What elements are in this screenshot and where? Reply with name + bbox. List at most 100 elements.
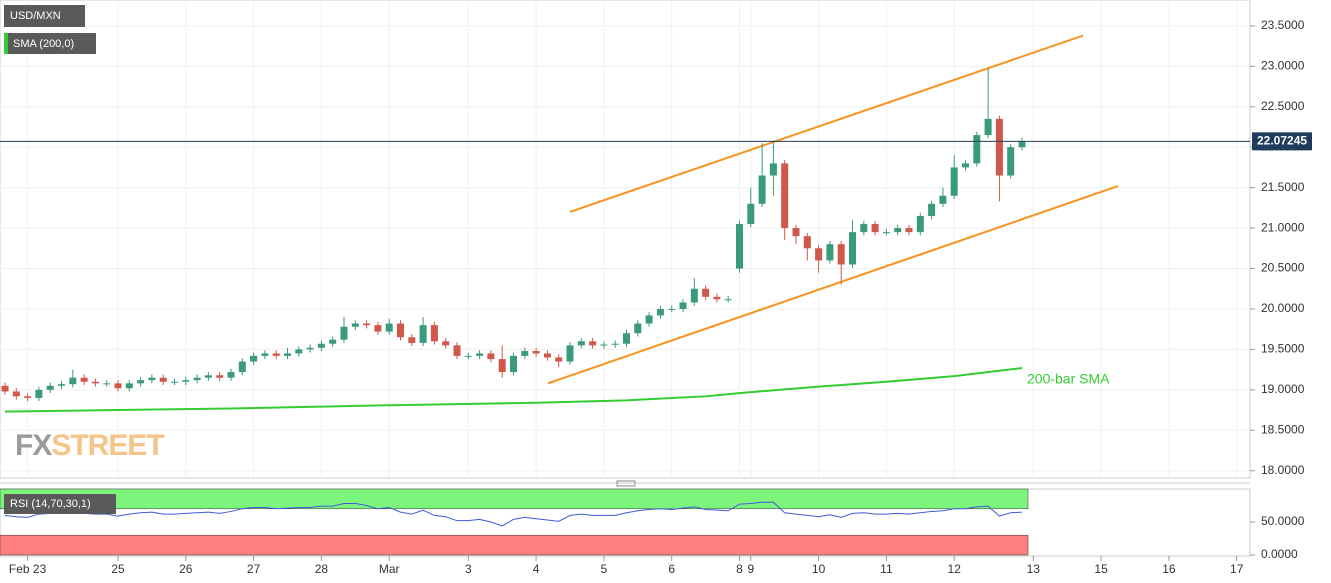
candle-body: [340, 326, 348, 340]
candle-body: [577, 341, 585, 346]
y-tick-label: 23.0000: [1261, 58, 1305, 72]
candle-body: [250, 355, 258, 362]
indicator-swatch: [4, 33, 8, 54]
candle-body: [487, 353, 495, 360]
candle-body: [24, 396, 32, 398]
candle-body: [837, 244, 845, 265]
candle-body: [408, 337, 416, 343]
x-tick-label: 17: [1230, 562, 1244, 576]
candle-body: [91, 381, 99, 384]
x-tick-label: Feb 23: [9, 562, 47, 576]
candle-body: [476, 353, 484, 356]
y-tick-label: 23.5000: [1261, 18, 1305, 32]
candle-body: [510, 355, 517, 373]
candle-body: [600, 344, 608, 346]
x-tick-label: 25: [111, 562, 125, 576]
x-tick-label: 5: [601, 562, 608, 576]
symbol-box: [4, 5, 85, 27]
candle-body: [860, 224, 868, 233]
candle-body: [871, 224, 879, 233]
candle-body: [464, 355, 472, 357]
candle-body: [916, 215, 924, 233]
candle-body: [385, 323, 393, 332]
candle-body: [137, 380, 145, 384]
candle-body: [182, 380, 190, 382]
x-tick-label: 12: [948, 562, 962, 576]
candle-body: [939, 195, 947, 204]
watermark-part: FX: [15, 429, 52, 462]
watermark-part: STREET: [51, 429, 164, 462]
x-tick-label: 16: [1162, 562, 1176, 576]
candle-body: [442, 341, 450, 346]
y-tick-label: 20.5000: [1261, 261, 1305, 275]
candle-body: [532, 351, 540, 354]
x-tick-label: 4: [533, 562, 540, 576]
candle-body: [656, 308, 664, 316]
candle-body: [792, 228, 800, 237]
candle-body: [374, 325, 382, 332]
candle-body: [272, 353, 280, 356]
watermark: FXSTREET: [15, 429, 164, 462]
candle-body: [781, 163, 789, 229]
candle-body: [227, 372, 235, 378]
rsi-label-box: [4, 494, 116, 514]
trend-line: [547, 185, 1119, 385]
x-tick-label: 13: [1027, 562, 1041, 576]
x-tick-label: 6: [668, 562, 675, 576]
candle-body: [453, 345, 461, 356]
x-tick-label: 10: [812, 562, 826, 576]
candle-body: [419, 325, 427, 343]
candle-body: [103, 383, 111, 385]
resize-handle[interactable]: [616, 480, 636, 487]
x-tick-label: 26: [179, 562, 193, 576]
y-tick-label: 19.5000: [1261, 342, 1305, 356]
y-tick-label: 0.0000: [1261, 547, 1298, 561]
x-tick-label: 28: [315, 562, 329, 576]
y-tick-label: 21.0000: [1261, 220, 1305, 234]
candle-body: [950, 167, 958, 196]
candle-body: [702, 288, 710, 297]
candle-body: [984, 118, 992, 136]
candle-body: [1, 385, 9, 392]
candle-body: [724, 299, 732, 301]
candle-body: [216, 375, 224, 378]
candle-body: [363, 323, 371, 326]
sma-line: [4, 367, 1023, 413]
candle-body: [905, 228, 913, 233]
candle-body: [679, 302, 687, 309]
candle-body: [882, 232, 890, 234]
candle-body: [46, 385, 54, 390]
candle-body: [815, 248, 823, 261]
candle-body: [555, 357, 563, 362]
candle-body: [668, 308, 676, 310]
candle-body: [589, 341, 597, 346]
rsi-line: [4, 501, 1023, 527]
candle-body: [894, 228, 902, 233]
candle-body: [58, 384, 65, 386]
candle-body: [521, 351, 529, 356]
candle-body: [713, 296, 721, 300]
candle-body: [566, 345, 574, 362]
candle-body: [826, 244, 834, 261]
candle-body: [238, 361, 246, 373]
candle-body: [995, 118, 1003, 176]
candle-body: [803, 236, 811, 249]
rsi-label: RSI (14,70,30,1): [10, 498, 91, 510]
candle-body: [295, 349, 303, 354]
candle-body: [430, 325, 438, 342]
candle-body: [769, 163, 777, 176]
symbol-label: USD/MXN: [10, 10, 61, 22]
indicator-label: SMA (200,0): [13, 38, 74, 50]
y-tick-label: 18.0000: [1261, 463, 1305, 477]
candle-body: [193, 377, 201, 381]
candle-body: [645, 315, 653, 324]
x-tick-label: Mar: [379, 562, 400, 576]
x-tick-label: 3: [465, 562, 472, 576]
candle-body: [69, 377, 77, 385]
candle-body: [284, 353, 291, 356]
candle-body: [1018, 141, 1026, 148]
candle-body: [543, 353, 551, 358]
candle-body: [148, 377, 156, 381]
candle-body: [125, 383, 133, 389]
